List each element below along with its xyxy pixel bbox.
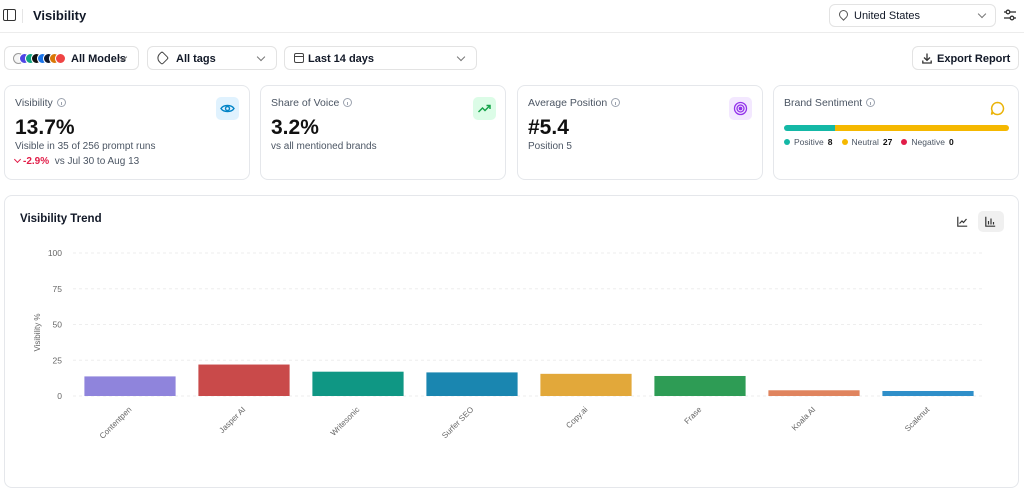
country-select[interactable]: United States [829,4,996,27]
country-label: United States [854,10,921,22]
sentiment-positive-segment [784,125,836,131]
bar-surfer-seo [426,372,518,396]
line-chart-toggle[interactable] [950,211,976,232]
x-tick-label: Surfer SEO [440,405,475,440]
filter-settings-icon[interactable] [1003,8,1017,22]
target-icon [729,97,752,120]
model-logos [13,53,71,64]
sentiment-bar [784,125,1009,131]
sentiment-neutral-segment [835,125,1009,131]
average-position-card: Average Position #5.4 Position 5 [517,85,763,180]
share-of-voice-subtext: vs all mentioned brands [271,141,377,152]
visibility-trend-card: 0 25 50 75 100 Visibility % Contentpen Jasper A… [4,195,1019,488]
y-tick-label: 75 [53,284,63,294]
models-filter-label: All Models [71,53,127,65]
card-title-text: Visibility [15,97,53,109]
bar-copy-ai [540,373,632,396]
card-title: Brand Sentiment [784,97,876,109]
export-report-button[interactable]: Export Report [912,46,1019,70]
bar-scalenut [882,390,974,396]
card-title-text: Brand Sentiment [784,97,863,109]
divider [22,9,23,23]
info-icon[interactable] [866,98,876,107]
card-title: Average Position [528,97,621,109]
legend-neutral: Neutral 27 [841,137,893,147]
bar-koala-ai [768,390,860,396]
line-chart-icon [957,216,968,227]
info-icon[interactable] [611,98,621,107]
bar-chart-toggle[interactable] [978,211,1004,232]
legend-positive: Positive 8 [784,137,833,147]
y-tick-label: 100 [48,248,62,258]
change-context: vs Jul 30 to Aug 13 [54,156,140,167]
chevron-down-icon [977,9,987,19]
bar-jasper-ai [198,364,290,396]
legend-negative: Negative 0 [901,137,954,147]
brand-sentiment-card: Brand Sentiment Positive 8 Neutral 27 Nega… [773,85,1019,180]
chart-title: Visibility Trend [20,213,102,225]
eye-icon [216,97,239,120]
y-tick-label: 25 [53,355,63,365]
change-value: -2.9% [23,156,50,167]
x-tick-label: Copy.ai [564,405,589,430]
x-tick-label: Jasper AI [217,405,247,435]
date-range-label: Last 14 days [308,53,375,65]
neutral-dot [841,139,848,145]
visibility-card: Visibility 13.7% Visible in 35 of 256 pr… [4,85,250,180]
visibility-value: 13.7% [15,116,75,139]
x-tick-label: Frase [683,405,704,426]
x-tick-label: Contentpen [98,405,134,441]
chat-bubble-icon [986,97,1009,120]
sidebar-toggle-icon[interactable] [3,9,16,21]
download-icon [922,53,932,64]
average-position-value: #5.4 [528,116,569,139]
card-title-text: Share of Voice [271,97,340,109]
card-title: Share of Voice [271,97,353,109]
chevron-down-icon [13,155,22,164]
share-of-voice-card: Share of Voice 3.2% vs all mentioned bra… [260,85,506,180]
calendar-icon [294,53,304,63]
info-icon[interactable] [56,98,66,107]
tags-filter[interactable]: All tags [147,46,277,70]
x-tick-label: Writesonic [329,405,362,438]
card-title-text: Average Position [528,97,608,109]
y-axis-label: Visibility % [33,313,42,351]
bar-chart-icon [985,216,996,227]
card-title: Visibility [15,97,66,109]
model-logo-icon [55,53,66,64]
visibility-subtext: Visible in 35 of 256 prompt runs [15,141,156,152]
x-tick-label: Scalenut [903,405,932,434]
y-tick-label: 50 [53,320,63,330]
visibility-trend-chart: 0 25 50 75 100 Visibility % Contentpen Jasper A… [33,248,985,441]
tags-filter-label: All tags [176,53,216,65]
export-report-label: Export Report [937,53,1011,65]
bar-frase [654,375,746,396]
positive-count: 8 [827,137,833,147]
trending-up-icon [473,97,496,120]
negative-dot [901,139,908,145]
negative-label: Negative [911,137,945,147]
tag-icon [154,50,170,66]
neutral-count: 27 [882,137,893,147]
neutral-label: Neutral [851,137,879,147]
visibility-change: -2.9% vs Jul 30 to Aug 13 [13,155,140,167]
share-of-voice-value: 3.2% [271,116,319,139]
chevron-down-icon [256,52,266,62]
models-filter[interactable]: All Models [4,46,139,70]
x-tick-label: Koala AI [790,405,817,432]
chevron-down-icon [456,52,466,62]
positive-label: Positive [794,137,824,147]
sentiment-legend: Positive 8 Neutral 27 Negative 0 [784,137,954,147]
bar-contentpen [84,376,176,396]
location-pin-icon [837,8,850,21]
top-bar: Visibility United States [0,0,1024,33]
page-title: Visibility [33,8,87,23]
date-range-filter[interactable]: Last 14 days [284,46,477,70]
average-position-subtext: Position 5 [528,141,572,152]
bar-writesonic [312,371,404,396]
info-icon[interactable] [343,98,353,107]
negative-count: 0 [948,137,954,147]
positive-dot [784,139,790,145]
y-tick-label: 0 [57,391,62,401]
